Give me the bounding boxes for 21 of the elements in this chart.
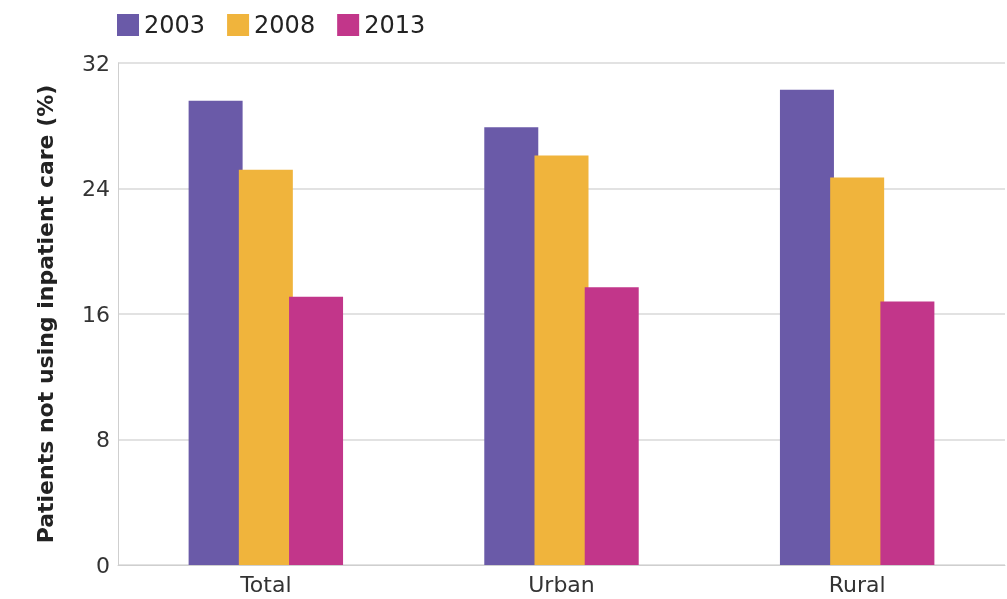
bar [534, 155, 589, 565]
x-tick-label: Rural [828, 571, 886, 597]
legend-label: 2008 [254, 11, 316, 39]
x-tick-label: Total [239, 571, 292, 597]
legend-label: 2013 [364, 11, 426, 39]
y-tick-label: 32 [82, 50, 110, 76]
bar [484, 127, 539, 565]
bar [830, 177, 885, 565]
legend-label: 2003 [144, 11, 206, 39]
x-tick-label: Urban [528, 571, 595, 597]
bar [779, 89, 834, 565]
bar [188, 100, 243, 565]
bar [238, 169, 293, 565]
bar [584, 287, 639, 565]
y-tick-label: 0 [96, 552, 110, 578]
bar [289, 296, 344, 565]
y-tick-label: 16 [82, 301, 110, 327]
bar [880, 301, 935, 565]
y-tick-label: 8 [96, 427, 110, 452]
y-axis-title: Patients not using inpatient care (%) [32, 84, 58, 544]
y-tick-label: 24 [82, 176, 110, 201]
